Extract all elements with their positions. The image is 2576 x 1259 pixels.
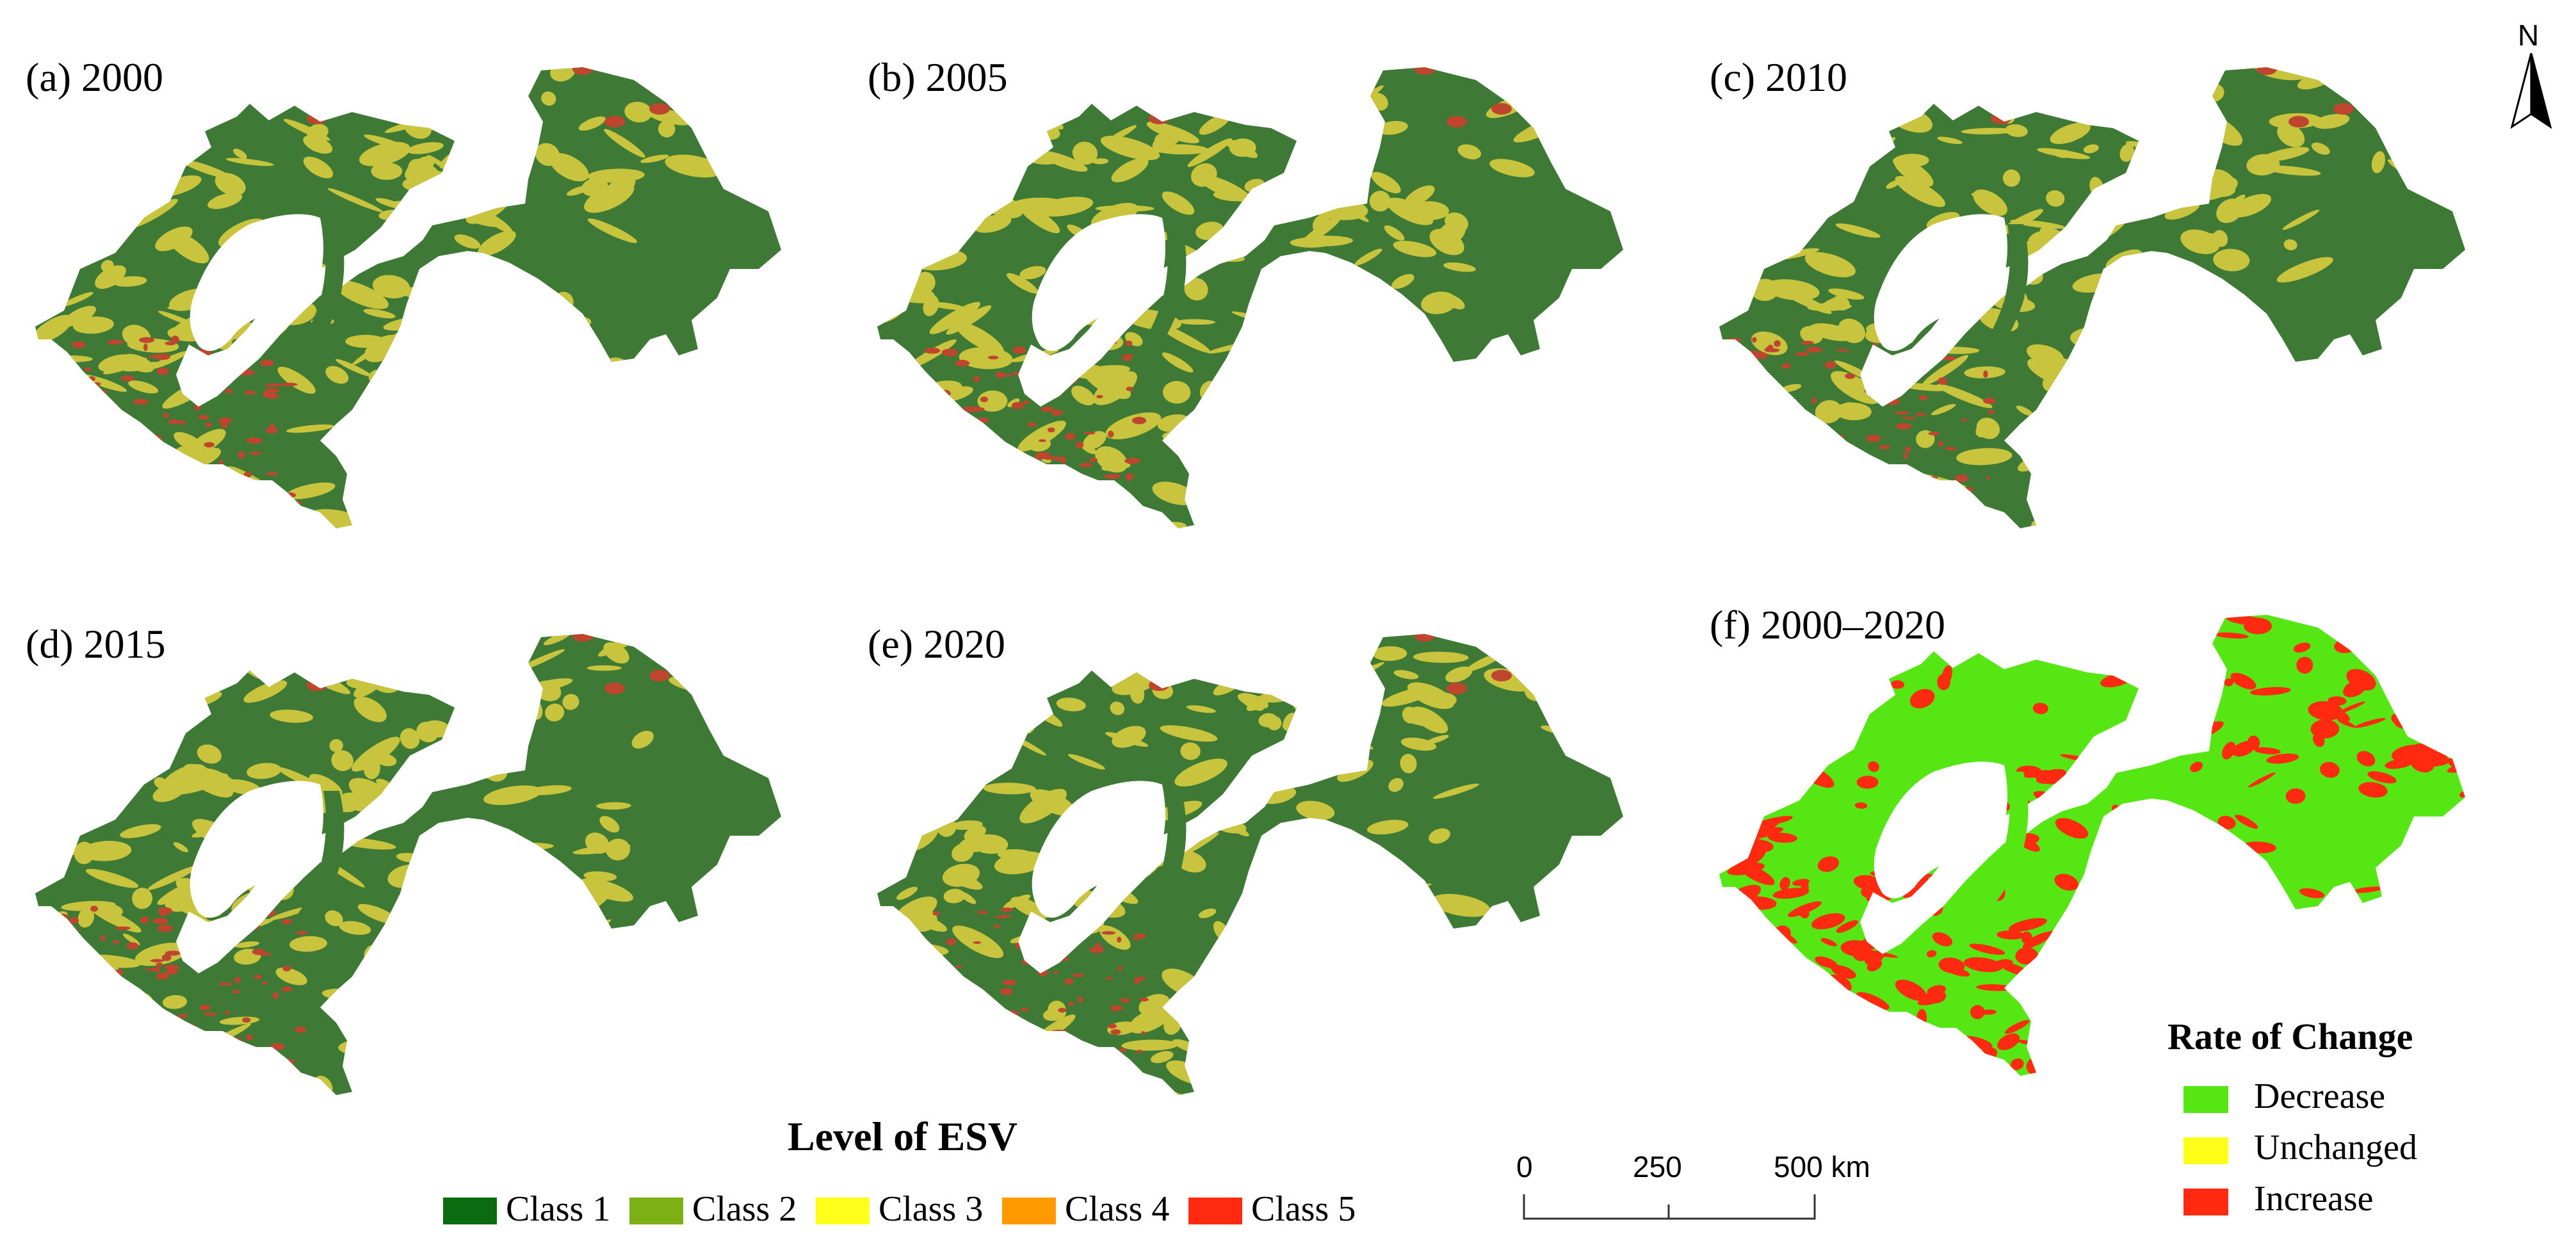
region-map xyxy=(877,634,1623,1095)
legend-label: Class 3 xyxy=(879,1189,984,1229)
scale-label-500: 500 km xyxy=(1774,1150,1870,1183)
change-map xyxy=(1719,615,2465,1076)
inner-gap xyxy=(190,214,323,351)
north-label: N xyxy=(2518,19,2540,52)
north-arrow: N xyxy=(2509,18,2554,129)
inner-gap xyxy=(190,781,323,918)
region-corridor xyxy=(1972,772,2029,911)
scale-bar: 0 250 500 km xyxy=(1511,1149,1883,1233)
esv-legend-title: Level of ESV xyxy=(788,1114,1018,1159)
legend-swatch xyxy=(1188,1198,1242,1224)
region-map xyxy=(877,67,1623,528)
inner-gap xyxy=(1032,781,1165,918)
region-corridor xyxy=(288,791,344,930)
legend-label: Decrease xyxy=(2254,1076,2386,1116)
legend-label: Class 4 xyxy=(1065,1189,1170,1229)
legend-label: Unchanged xyxy=(2254,1128,2418,1167)
scale-bar-line xyxy=(1523,1194,1816,1220)
panel-label: (a) 2000 xyxy=(26,54,164,100)
region-corridor xyxy=(288,224,344,364)
region-corridor xyxy=(1130,791,1187,930)
legend-swatch xyxy=(2183,1189,2228,1215)
map-panel-b: (b) 2005 xyxy=(861,54,1706,608)
panel-label: (d) 2015 xyxy=(26,621,166,667)
inner-gap xyxy=(1874,214,2007,351)
change-legend-title: Rate of Change xyxy=(2167,1016,2413,1057)
region-map xyxy=(35,67,781,528)
legend-label: Class 5 xyxy=(1251,1189,1356,1229)
map-panel-c: (c) 2010 xyxy=(1703,54,2548,608)
region-area xyxy=(1719,67,2465,528)
legend-label: Class 2 xyxy=(692,1189,797,1229)
map-panel-f: (f) 2000–2020 xyxy=(1703,602,2548,1156)
panel-label: (b) 2005 xyxy=(868,54,1008,100)
legend-label: Increase xyxy=(2254,1179,2374,1219)
panel-label: (c) 2010 xyxy=(1710,54,1848,100)
legend-swatch xyxy=(629,1198,683,1224)
legend-swatch xyxy=(816,1198,870,1224)
legend-swatch xyxy=(1002,1198,1056,1224)
legend-label: Class 1 xyxy=(506,1189,611,1229)
region-corridor xyxy=(1130,224,1187,364)
map-panel-a: (a) 2000 xyxy=(19,54,864,608)
region-area xyxy=(877,634,1623,1095)
region-area xyxy=(877,67,1623,528)
region-corridor xyxy=(1972,224,2029,364)
panel-label: (f) 2000–2020 xyxy=(1710,602,1945,647)
esv-legend: Level of ESV Class 1 Class 2 Class 3 Cla… xyxy=(435,1113,1409,1241)
region-area xyxy=(1719,615,2465,1076)
inner-gap xyxy=(1032,214,1165,351)
scale-label-0: 0 xyxy=(1516,1150,1533,1183)
map-panel-e: (e) 2020 xyxy=(861,621,1706,1175)
region-map xyxy=(1719,67,2465,528)
change-legend: Rate of Change Decrease Unchanged Increa… xyxy=(2167,1015,2526,1226)
legend-swatch xyxy=(443,1198,497,1224)
north-arrow-icon xyxy=(2510,53,2552,129)
legend-swatch xyxy=(2183,1086,2228,1113)
scale-label-250: 250 xyxy=(1633,1150,1682,1183)
inner-gap xyxy=(1874,761,2007,898)
map-panel-d: (d) 2015 xyxy=(19,621,864,1175)
region-map xyxy=(35,634,781,1095)
panel-label: (e) 2020 xyxy=(868,621,1006,667)
legend-swatch xyxy=(2183,1137,2228,1164)
